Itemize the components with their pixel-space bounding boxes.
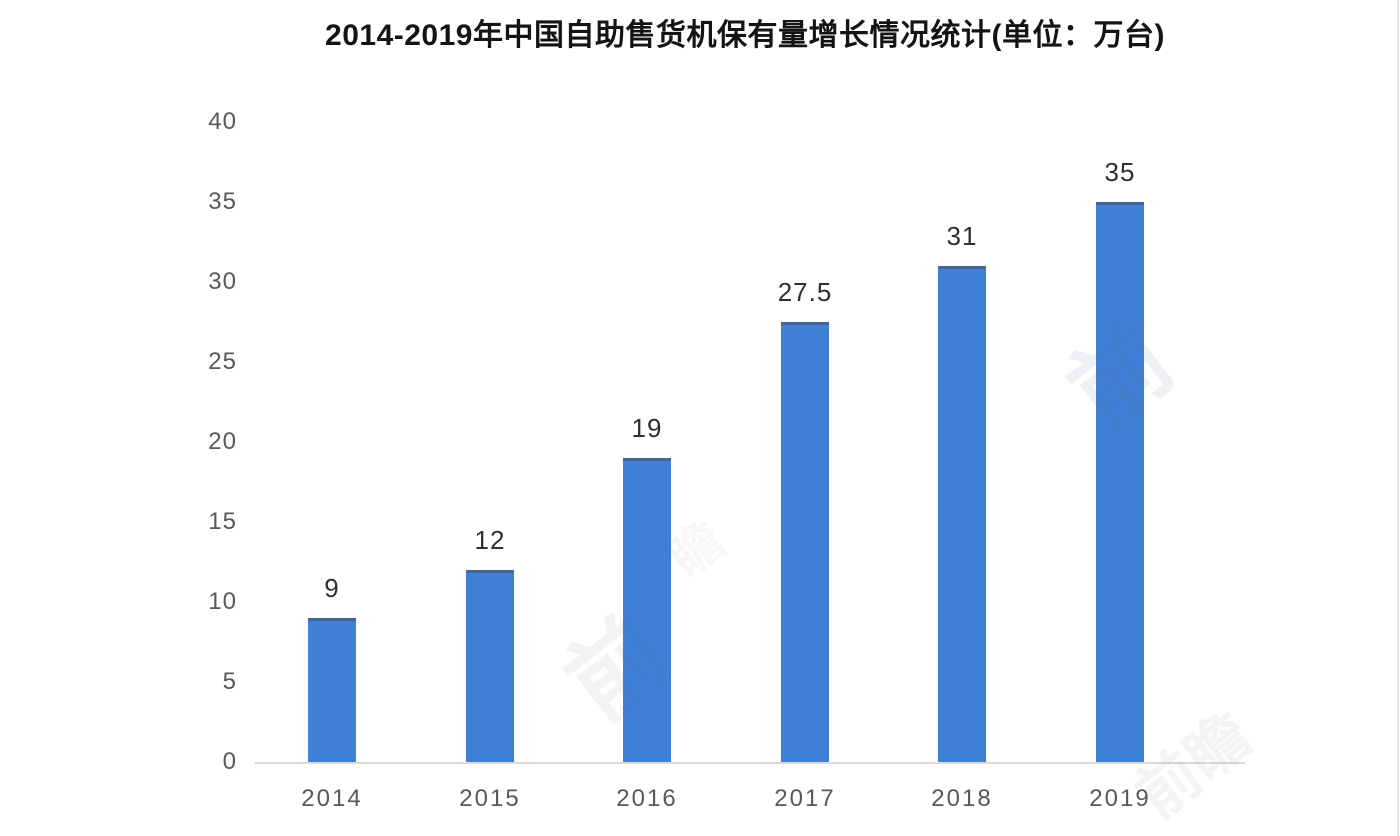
bar-2019 <box>1096 202 1144 762</box>
bar-value-label: 19 <box>631 413 663 443</box>
right-edge-line <box>1397 0 1399 836</box>
y-tick-label: 0 <box>222 748 237 775</box>
y-tick-label: 5 <box>222 668 237 695</box>
bar-2017 <box>781 322 829 762</box>
bar-2015 <box>466 570 514 762</box>
x-axis-label-2016: 2016 <box>616 785 678 812</box>
bar-value-label: 9 <box>324 573 340 603</box>
y-tick-label: 40 <box>208 108 237 135</box>
plot-area: 0 5 10 15 20 25 30 35 40 9 12 19 27.5 31 35 2014 2015 2… <box>208 109 1245 812</box>
x-axis-label-2017: 2017 <box>774 785 836 812</box>
chart-title: 2014-2019年中国自助售货机保有量增长情况统计(单位：万台) <box>325 19 1165 52</box>
y-tick-label: 10 <box>208 588 237 615</box>
bar-value-label: 12 <box>474 525 506 555</box>
x-axis-label-2018: 2018 <box>931 785 993 812</box>
y-tick-label: 25 <box>208 348 237 375</box>
y-tick-label: 30 <box>208 268 237 295</box>
x-axis-label-2019: 2019 <box>1089 785 1151 812</box>
bar-2018 <box>938 266 986 762</box>
bar-2014 <box>308 618 356 762</box>
y-tick-label: 35 <box>208 188 237 215</box>
y-tick-label: 20 <box>208 428 237 455</box>
bar-2016 <box>623 458 671 762</box>
bar-value-label: 27.5 <box>777 277 833 307</box>
x-axis-label-2014: 2014 <box>301 785 363 812</box>
x-axis-label-2015: 2015 <box>459 785 521 812</box>
x-axis-line <box>255 762 1245 764</box>
y-tick-label: 15 <box>208 508 237 535</box>
bar-value-label: 35 <box>1104 157 1136 187</box>
bar-value-label: 31 <box>946 221 978 251</box>
